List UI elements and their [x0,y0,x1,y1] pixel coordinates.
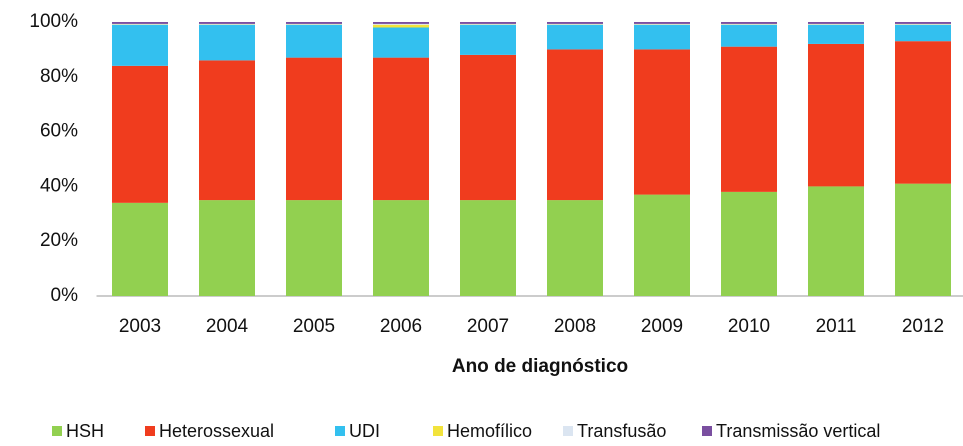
bar-segment [634,22,690,24]
bar-segment [460,200,516,296]
bar-segment [547,22,603,24]
bar-segment [199,60,255,201]
x-tick-label: 2008 [554,316,596,337]
legend-swatch [563,426,573,436]
bar-segment [808,23,864,25]
bar-segment [112,23,168,25]
legend-swatch [52,426,62,436]
legend-swatch [702,426,712,436]
bar-segment [547,24,603,50]
bar-segment [112,202,168,296]
bar-segment [547,200,603,296]
x-tick-label: 2009 [641,316,683,337]
x-axis-title: Ano de diagnóstico [452,356,628,377]
x-tick-label: 2012 [902,316,944,337]
bar-segment [895,41,951,184]
bar-segment [895,22,951,24]
legend-swatch [433,426,443,436]
bar-segment [199,200,255,296]
bar-segment [373,200,429,296]
x-tick-label: 2004 [206,316,249,337]
legend-label: Transmissão vertical [716,421,880,441]
bar-segment [373,24,429,28]
bar-segment [373,22,429,24]
bar-segment [721,46,777,192]
legend-label: UDI [349,421,380,441]
bar-segment [895,23,951,25]
bar-segment [547,49,603,201]
bar-segment [199,23,255,25]
legend-label: Transfusão [577,421,666,441]
y-tick-label: 60% [40,121,78,142]
x-tick-label: 2011 [816,316,857,337]
bar-segment [721,24,777,47]
y-tick-label: 0% [51,285,79,306]
legend-swatch [335,426,345,436]
bar-segment [373,23,429,25]
legend-label: Hemofílico [447,421,532,441]
bar-segment [634,49,690,195]
y-tick-label: 80% [40,66,78,87]
bar-segment [721,191,777,296]
bar-segment [460,24,516,55]
bar-segment [547,23,603,25]
bar-segment [199,22,255,24]
bar-segment [634,24,690,50]
y-tick-label: 40% [40,175,78,196]
bar-segment [808,22,864,24]
bar-segment [634,194,690,296]
legend-label: HSH [66,421,104,441]
x-tick-label: 2006 [380,316,422,337]
bar-segment [286,200,342,296]
y-tick-label: 100% [29,11,78,32]
bar-segment [895,24,951,42]
bar-segment [373,27,429,58]
bar-segment [286,24,342,58]
legend-swatch [145,426,155,436]
y-tick-label: 20% [40,230,78,251]
bar-segment [373,57,429,201]
bar-segment [634,23,690,25]
bar-segment [808,186,864,296]
bar-segment [460,54,516,201]
bar-segment [286,57,342,201]
bar-segment [721,23,777,25]
x-tick-label: 2003 [119,316,161,337]
x-tick-label: 2010 [728,316,770,337]
bar-segment [460,22,516,24]
bar-segment [286,22,342,24]
bar-segment [721,22,777,24]
bar-segment [460,23,516,25]
x-tick-label: 2005 [293,316,335,337]
bar-segment [199,24,255,61]
bar-segment [895,183,951,296]
x-tick-label: 2007 [467,316,509,337]
bar-segment [286,23,342,25]
bar-segment [808,43,864,187]
legend-label: Heterossexual [159,421,274,441]
bar-segment [808,24,864,44]
bar-segment [112,65,168,203]
bar-segment [112,24,168,66]
bar-segment [112,22,168,24]
